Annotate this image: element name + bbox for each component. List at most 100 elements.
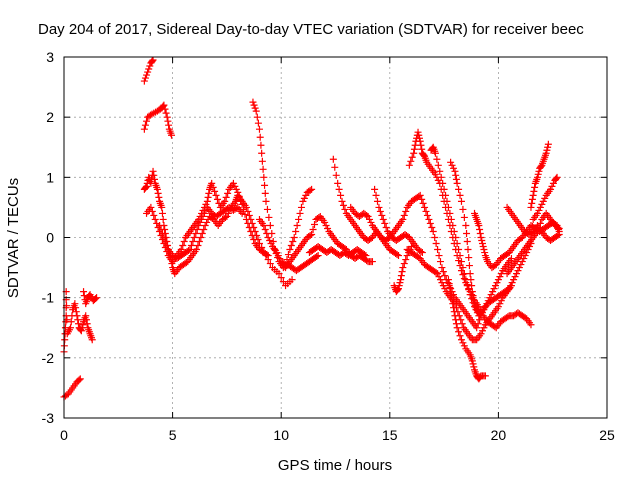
data-point	[453, 179, 461, 187]
data-point	[266, 221, 274, 229]
data-point	[477, 312, 485, 320]
data-point	[465, 286, 473, 294]
data-point	[431, 234, 439, 241]
y-tick-label: -3	[42, 410, 55, 426]
data-point	[543, 146, 551, 154]
data-point	[497, 297, 505, 305]
data-point	[467, 276, 475, 284]
data-point	[266, 237, 274, 245]
data-point	[79, 321, 87, 329]
data-point	[249, 98, 257, 106]
data-point	[418, 195, 426, 203]
data-point	[193, 225, 201, 233]
data-point	[434, 246, 442, 254]
data-point	[74, 320, 82, 328]
data-point	[309, 225, 317, 233]
data-point	[416, 191, 424, 199]
data-point	[457, 197, 465, 205]
data-point	[261, 189, 269, 197]
data-point	[195, 221, 203, 229]
data-point	[264, 234, 272, 241]
data-point	[537, 162, 545, 170]
data-points	[60, 56, 563, 401]
data-point	[248, 231, 256, 239]
data-point	[439, 179, 447, 187]
data-point	[296, 209, 304, 217]
data-point	[379, 215, 387, 223]
data-point	[422, 207, 430, 215]
data-point	[439, 282, 447, 290]
data-point	[462, 221, 470, 229]
data-point	[197, 234, 205, 241]
data-point	[428, 223, 436, 231]
data-point	[263, 205, 271, 213]
data-point	[287, 242, 295, 250]
data-point	[464, 246, 472, 254]
data-point	[530, 187, 538, 195]
data-point	[417, 141, 425, 149]
y-tick-label: -1	[42, 290, 55, 306]
data-point	[555, 230, 563, 238]
data-point	[203, 218, 211, 226]
data-point	[431, 170, 439, 178]
data-point	[255, 125, 263, 133]
data-point	[447, 158, 455, 166]
data-point	[463, 281, 471, 289]
data-point	[414, 128, 422, 136]
data-point	[221, 197, 229, 205]
data-point	[180, 238, 188, 246]
data-point	[339, 201, 347, 209]
data-point	[451, 167, 459, 175]
data-point	[480, 324, 488, 332]
x-tick-label: 0	[60, 427, 68, 443]
data-point	[192, 246, 200, 254]
data-point	[341, 205, 349, 213]
data-point	[263, 229, 271, 237]
data-point	[453, 240, 461, 248]
data-point	[82, 316, 90, 324]
data-point	[444, 203, 452, 211]
data-point	[147, 203, 155, 211]
data-point	[528, 199, 536, 207]
data-point	[71, 300, 79, 308]
data-point	[311, 220, 319, 228]
data-point	[253, 113, 261, 121]
data-point	[161, 238, 169, 246]
data-point	[157, 225, 165, 233]
data-point	[468, 282, 476, 290]
data-point	[75, 376, 83, 384]
data-point	[477, 234, 485, 241]
data-point	[456, 332, 464, 340]
data-point	[504, 286, 512, 294]
data-point	[260, 173, 268, 181]
data-point	[234, 188, 242, 196]
data-point	[381, 219, 389, 227]
data-point	[534, 170, 542, 178]
data-point	[429, 227, 437, 235]
data-point	[415, 131, 423, 139]
data-point	[452, 320, 460, 328]
data-point	[451, 312, 459, 320]
data-point	[72, 304, 80, 312]
data-point	[400, 211, 408, 219]
data-point	[189, 238, 197, 246]
data-point	[314, 252, 322, 260]
data-point	[143, 182, 151, 190]
data-point	[202, 200, 210, 208]
data-point	[423, 211, 431, 219]
data-point	[459, 264, 467, 272]
data-point	[439, 268, 447, 276]
data-point	[450, 164, 458, 172]
data-point	[405, 249, 413, 257]
data-point	[476, 311, 484, 319]
data-point	[432, 240, 440, 248]
data-point	[158, 229, 166, 237]
data-point	[93, 294, 101, 302]
data-point	[397, 276, 405, 284]
chart-title: Day 204 of 2017, Sidereal Day-to-day VTE…	[38, 21, 584, 38]
data-point	[331, 163, 339, 171]
data-point	[83, 320, 91, 328]
data-point	[364, 212, 372, 220]
data-point	[452, 316, 460, 324]
data-point	[144, 68, 152, 76]
